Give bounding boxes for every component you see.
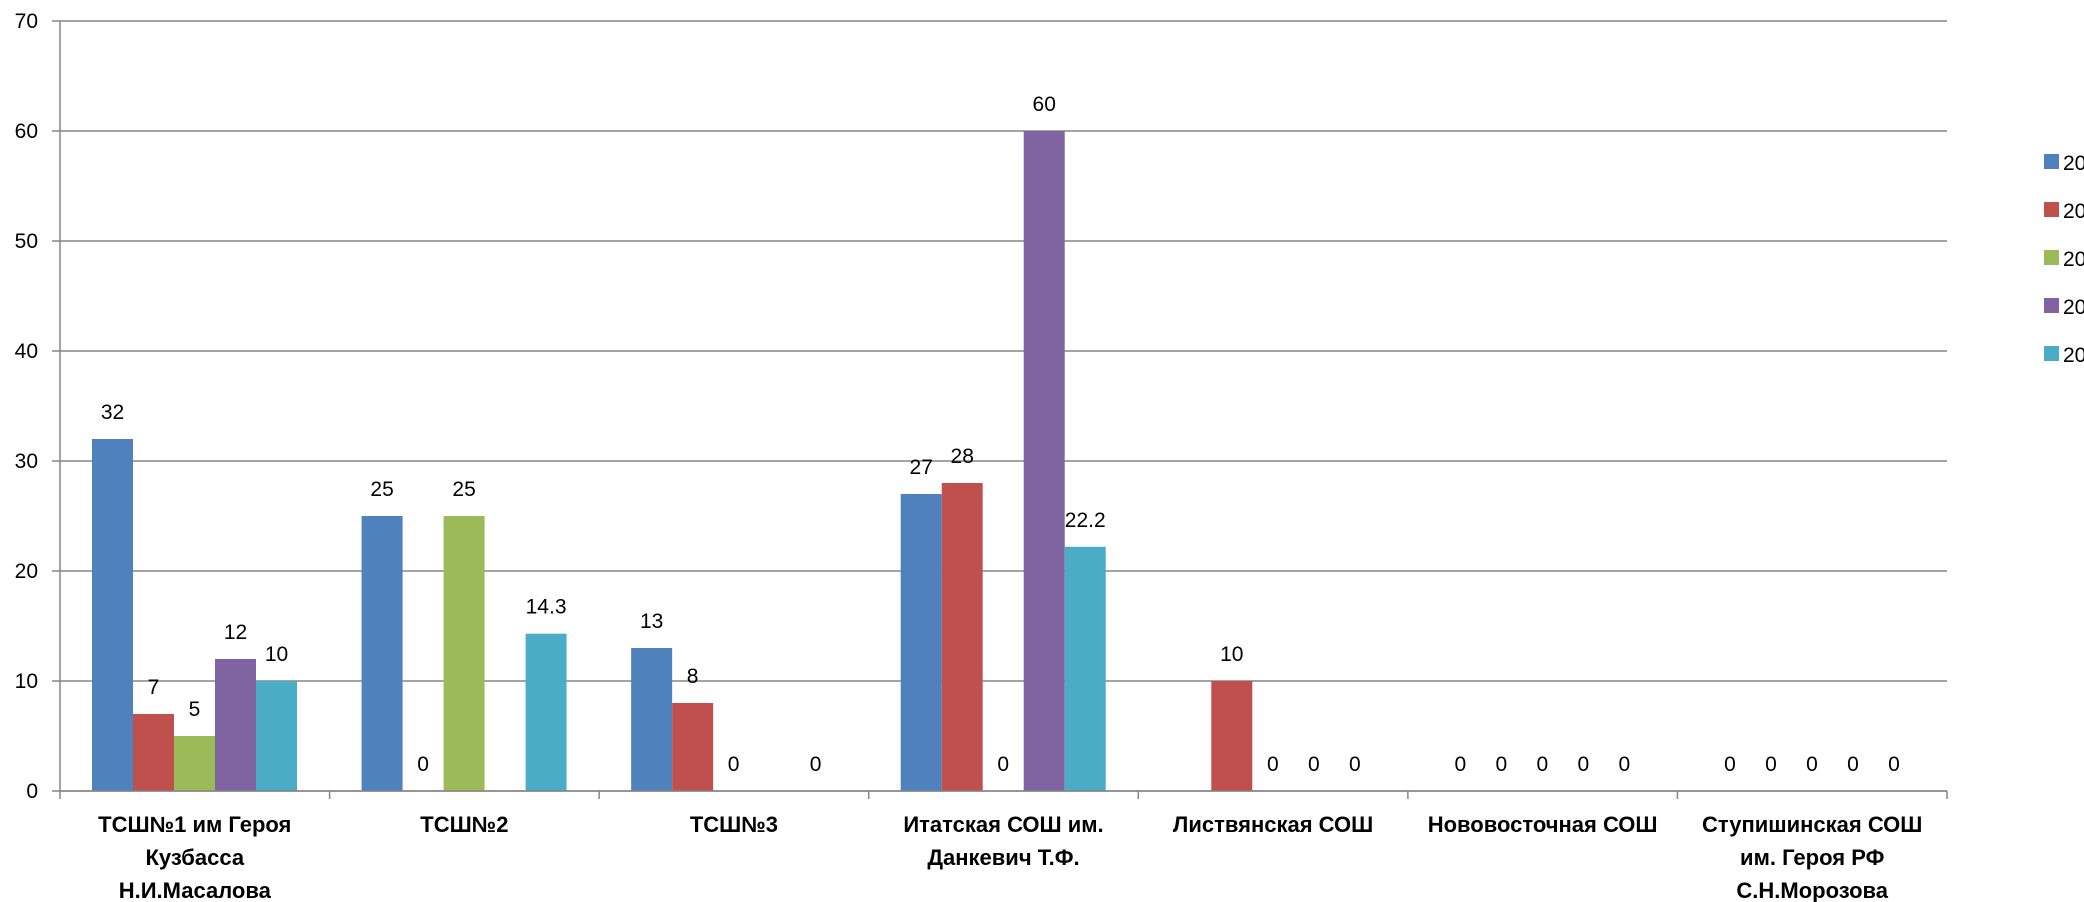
x-category-label: Н.И.Масалова <box>119 878 272 902</box>
data-label: 32 <box>101 401 124 424</box>
data-label: 22.2 <box>1065 509 1106 532</box>
gridlines <box>60 20 1947 792</box>
legend-swatch <box>2044 298 2059 313</box>
bar <box>1023 131 1065 791</box>
data-label: 0 <box>810 753 822 776</box>
bar <box>525 633 567 791</box>
data-label: 14.3 <box>526 596 567 619</box>
bar <box>672 703 714 791</box>
legend-swatch <box>2044 346 2059 361</box>
legend-label: 2022 <box>2063 296 2084 319</box>
x-category-label: С.Н.Морозова <box>1736 878 1888 902</box>
data-label: 0 <box>1496 753 1508 776</box>
y-tick-label: 60 <box>15 120 38 143</box>
data-label: 0 <box>728 753 740 776</box>
y-tick-label: 70 <box>15 10 38 33</box>
data-label: 28 <box>951 445 974 468</box>
data-label: 0 <box>417 753 429 776</box>
bar <box>1211 681 1253 791</box>
y-tick-label: 20 <box>15 560 38 583</box>
data-label: 0 <box>1308 753 1320 776</box>
data-label: 0 <box>1765 753 1777 776</box>
data-label: 7 <box>148 676 160 699</box>
y-tick-label: 0 <box>26 780 38 803</box>
data-label: 0 <box>1578 753 1590 776</box>
data-label: 0 <box>1537 753 1549 776</box>
data-label: 0 <box>1267 753 1279 776</box>
x-category-label: Нововосточная СОШ <box>1428 812 1658 837</box>
data-label: 0 <box>1847 753 1859 776</box>
data-label: 0 <box>1724 753 1736 776</box>
y-axis: 0 10 20 30 40 50 60 70 <box>15 10 61 803</box>
x-category-label: Листвянская СОШ <box>1173 812 1373 837</box>
data-label: 12 <box>224 621 247 644</box>
legend-label: 2021 <box>2063 248 2084 271</box>
data-label: 0 <box>1455 753 1467 776</box>
data-label: 0 <box>1619 753 1631 776</box>
x-category-label: им. Героя РФ <box>1740 845 1885 870</box>
x-category-label: Итатская СОШ им. <box>903 812 1103 837</box>
bar <box>92 439 133 791</box>
x-category-label: Кузбасса <box>146 845 245 870</box>
x-category-label: Данкевич Т.Ф. <box>927 845 1079 870</box>
data-label: 25 <box>370 478 393 501</box>
x-category-label: Ступишинская СОШ <box>1702 812 1922 837</box>
bar <box>256 681 297 791</box>
data-label: 10 <box>265 643 288 666</box>
data-label: 5 <box>189 698 201 721</box>
data-label: 10 <box>1220 643 1243 666</box>
data-label: 0 <box>1806 753 1818 776</box>
bar <box>215 659 256 791</box>
bar <box>941 483 983 791</box>
legend-swatch <box>2044 250 2059 265</box>
data-label: 60 <box>1033 93 1056 116</box>
x-axis: ТСШ№1 им Героя Кузбасса Н.И.Масалова ТСШ№2 Т… <box>59 790 1948 902</box>
bar <box>900 494 942 791</box>
legend-label: 2023 <box>2063 344 2084 367</box>
bar <box>631 648 673 791</box>
legend-label: 2019 <box>2063 152 2084 175</box>
x-category-label: ТСШ№1 им Героя <box>98 812 291 837</box>
y-tick-label: 50 <box>15 230 38 253</box>
x-category-label: ТСШ№3 <box>690 812 778 837</box>
legend-swatch <box>2044 202 2059 217</box>
data-label: 0 <box>1349 753 1361 776</box>
y-tick-label: 10 <box>15 670 38 693</box>
y-tick-label: 30 <box>15 450 38 473</box>
bar <box>174 736 215 791</box>
bar <box>443 516 485 791</box>
legend-swatch <box>2044 154 2059 169</box>
bar <box>1064 546 1106 791</box>
bar <box>133 714 174 791</box>
data-label: 0 <box>997 753 1009 776</box>
x-category-label: ТСШ№2 <box>420 812 508 837</box>
data-label: 0 <box>1888 753 1900 776</box>
data-label: 25 <box>452 478 475 501</box>
data-label: 13 <box>640 610 663 633</box>
y-tick-label: 40 <box>15 340 38 363</box>
data-label: 27 <box>910 456 933 479</box>
bar <box>361 516 403 791</box>
data-labels: 32 25 13 27 0 0 7 0 8 28 10 0 0 5 25 0 0 0 0 0 12 60 0 0 0 10 14.3… <box>101 93 1900 776</box>
data-label: 8 <box>687 665 699 688</box>
bars <box>92 131 1253 791</box>
